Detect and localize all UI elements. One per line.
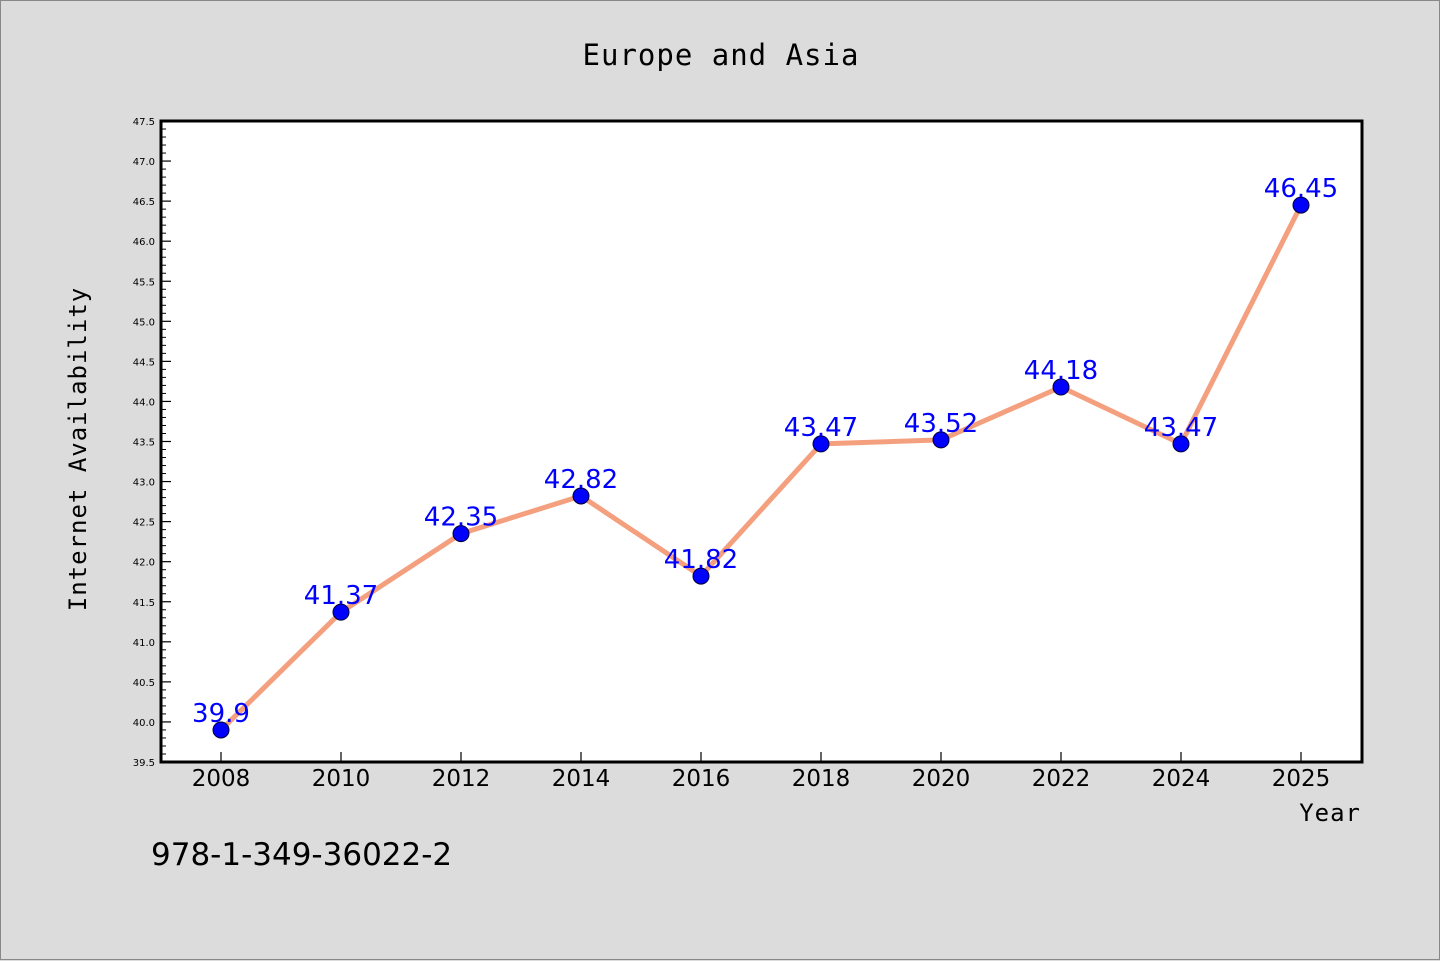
data-point — [332, 603, 350, 621]
data-point — [572, 487, 590, 505]
data-point — [932, 431, 950, 449]
x-axis-label: Year — [1299, 799, 1361, 827]
y-tick-label: 39.5 — [133, 758, 155, 769]
data-point — [1172, 435, 1190, 453]
y-tick-label: 46.0 — [133, 237, 155, 248]
data-label: 41.82 — [664, 545, 738, 575]
x-tick-label: 2024 — [1152, 766, 1211, 792]
data-point — [212, 721, 230, 739]
plot-area — [159, 119, 1364, 764]
y-tick-label: 40.5 — [133, 678, 155, 689]
x-tick-label: 2014 — [552, 766, 611, 792]
data-label: 43.47 — [1144, 413, 1218, 443]
y-tick-label: 44.5 — [133, 357, 155, 368]
series-line — [218, 202, 1304, 733]
x-tick-label: 2008 — [192, 766, 251, 792]
y-tick-label: 43.0 — [133, 478, 155, 489]
x-tick-label: 2016 — [672, 766, 731, 792]
y-axis-label: Internet Availability — [64, 287, 92, 611]
data-label: 46.45 — [1264, 174, 1338, 204]
y-tick-label: 40.0 — [133, 718, 155, 729]
data-label: 43.52 — [904, 409, 978, 439]
data-point — [1052, 378, 1070, 396]
y-tick-label: 47.5 — [133, 117, 155, 128]
data-labels: 39.9 41.37 42.35 42.82 41.82 43.47 43.52 44.18 4… — [192, 174, 1338, 729]
x-tick-label: 2010 — [312, 766, 371, 792]
x-tick-label: 2025 — [1272, 766, 1331, 792]
x-axis: 2008 2010 2012 2014 2016 2018 2020 2022 2024 2025 — [192, 752, 1331, 792]
data-point — [812, 435, 830, 453]
data-point — [1292, 196, 1310, 214]
isbn-annotation: 978-1-349-36022-2 — [151, 837, 452, 873]
x-tick-label: 2020 — [912, 766, 971, 792]
y-tick-label: 43.5 — [133, 438, 155, 449]
x-tick-label: 2012 — [432, 766, 491, 792]
y-tick-label: 46.5 — [133, 197, 155, 208]
y-tick-label: 47.0 — [133, 157, 155, 168]
y-axis: 39.5 40.0 40.5 41.0 41.5 42.0 42.5 43.0 43.5 44.0… — [133, 117, 171, 769]
y-tick-label: 42.0 — [133, 558, 155, 569]
data-label: 39.9 — [192, 699, 250, 729]
y-tick-label: 45.5 — [133, 277, 155, 288]
data-label: 42.35 — [424, 503, 498, 533]
data-label: 43.47 — [784, 413, 858, 443]
data-markers — [212, 196, 1310, 739]
y-tick-label: 41.5 — [133, 598, 155, 609]
y-tick-label: 45.0 — [133, 317, 155, 328]
y-tick-label: 41.0 — [133, 638, 155, 649]
data-point — [452, 525, 470, 543]
y-tick-label: 44.0 — [133, 397, 155, 408]
data-label: 42.82 — [544, 465, 618, 495]
y-tick-label: 42.5 — [133, 518, 155, 529]
chart-title: Europe and Asia — [583, 38, 860, 72]
data-label: 44.18 — [1024, 356, 1098, 386]
x-tick-label: 2018 — [792, 766, 851, 792]
x-tick-label: 2022 — [1032, 766, 1091, 792]
data-point — [692, 567, 710, 585]
data-label: 41.37 — [304, 581, 378, 611]
